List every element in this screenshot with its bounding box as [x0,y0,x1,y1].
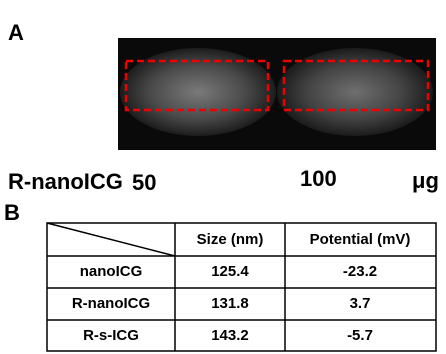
table-cell: -5.7 [347,327,373,344]
header-cell: Potential (mV) [310,231,411,248]
sample-label: R-nanoICG [8,169,123,194]
dose-label: 50 [132,170,156,195]
table-cell: 125.4 [211,263,249,280]
header-cell: Size (nm) [197,231,264,248]
dose-label: 100 [300,166,337,191]
row-header: nanoICG [80,263,143,280]
panel-label: B [4,200,20,225]
table-cell: -23.2 [343,263,377,280]
table-cell: 131.8 [211,295,249,312]
panel-label: A [8,20,24,45]
table-cell: 3.7 [350,295,371,312]
row-header: R-s-ICG [83,327,139,344]
figure: A R-nanoICG 50 100 μg B Size (nm) Potenti… [0,0,446,354]
unit-label: μg [412,168,439,193]
row-header: R-nanoICG [72,295,150,312]
table-cell: 143.2 [211,327,249,344]
diagonal [47,223,175,256]
